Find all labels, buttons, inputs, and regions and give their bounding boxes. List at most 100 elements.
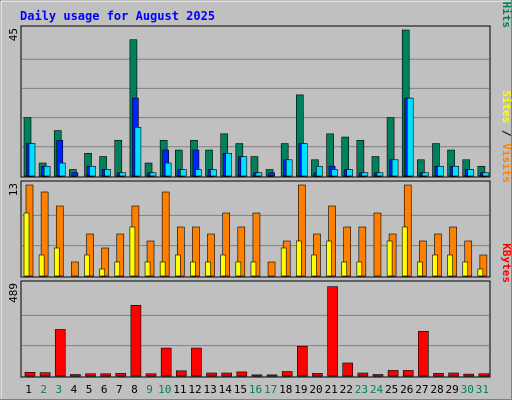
bar-kbytes-day-28	[433, 373, 444, 377]
bar-pages-day-15	[240, 156, 248, 177]
bar-kbytes-day-9	[145, 373, 157, 377]
bar-kbytes-day-29	[448, 372, 459, 377]
bar-sites-day-30	[462, 261, 469, 277]
x-tick-label: 1	[25, 383, 32, 396]
x-tick-label: 28	[430, 383, 443, 396]
axis-title-word: Visits	[500, 143, 512, 183]
bar-visits-day-11	[176, 226, 185, 277]
x-tick-label: 21	[325, 383, 338, 396]
bar-kbytes-day-16	[251, 374, 263, 377]
x-tick-label: 23	[355, 383, 368, 396]
bar-kbytes-day-7	[115, 373, 127, 377]
bar-pages-day-29	[452, 165, 459, 177]
axis-title-word: Sites	[500, 90, 512, 123]
x-tick-label: 12	[188, 383, 201, 396]
x-axis-labels: 1 2 3 4 5 6 7 8 9 10 11 12 13 14 15 16 17 18 19 20 21 22 23 24 2…	[25, 383, 489, 396]
bar-kbytes-day-4	[70, 374, 81, 377]
bar-visits-day-24	[373, 212, 382, 277]
bar-sites-day-31	[477, 268, 484, 277]
x-tick-label: 30	[461, 383, 474, 396]
bar-pages-day-5	[89, 165, 96, 177]
bar-visits-day-3	[55, 205, 64, 277]
bar-pages-day-11	[179, 169, 187, 177]
bar-kbytes-day-21	[327, 286, 338, 377]
bar-sites-day-10	[159, 261, 166, 277]
bar-kbytes-day-11	[175, 370, 187, 377]
max-label: 489	[7, 283, 20, 303]
bar-sites-day-19	[296, 240, 302, 277]
bar-kbytes-day-19	[297, 345, 308, 377]
bar-hits-day-7	[114, 140, 123, 177]
x-tick-label: 11	[173, 383, 186, 396]
bar-pages-day-8	[134, 127, 142, 177]
bar-sites-day-14	[220, 254, 226, 277]
x-tick-label: 10	[158, 383, 171, 396]
bar-kbytes-day-3	[54, 329, 66, 377]
bar-pages-day-3	[58, 162, 66, 177]
bar-kbytes-day-30	[463, 373, 475, 377]
bar-files-day-4	[71, 172, 79, 177]
bar-kbytes-day-8	[130, 304, 142, 377]
x-tick-label: 31	[476, 383, 489, 396]
bar-pages-day-13	[210, 169, 217, 177]
bar-pages-day-7	[119, 172, 127, 177]
bar-kbytes-day-23	[357, 372, 369, 377]
axis-title: Sites / Visits	[500, 90, 512, 183]
x-tick-label: 17	[264, 383, 277, 396]
bar-pages-day-18	[285, 159, 293, 177]
bar-pages-day-25	[391, 159, 399, 177]
bar-visits-day-13	[207, 233, 215, 277]
bar-visits-day-15	[237, 226, 246, 277]
bar-sites-day-3	[53, 247, 60, 277]
bar-visits-day-2	[40, 191, 49, 277]
x-tick-label: 13	[203, 383, 216, 396]
bar-visits-day-31	[479, 254, 488, 277]
bar-kbytes-day-2	[39, 372, 51, 377]
bar-visits-day-7	[116, 233, 125, 277]
bar-pages-day-24	[376, 172, 384, 177]
chart-panels: 45 Pages / Files / Hits 13 Sites / Visits 48…	[7, 0, 512, 378]
x-tick-label: 18	[279, 383, 292, 396]
bar-kbytes-day-1	[24, 371, 36, 377]
bar-sites-day-21	[326, 240, 332, 277]
x-tick-label: 7	[116, 383, 123, 396]
bar-kbytes-day-14	[221, 372, 232, 377]
bar-pages-day-19	[301, 143, 308, 177]
bar-pages-day-14	[225, 152, 232, 177]
bar-pages-day-26	[406, 97, 414, 177]
x-tick-label: 8	[131, 383, 138, 396]
bar-sites-day-9	[144, 261, 151, 277]
bar-files-day-17	[268, 172, 275, 177]
panel-frame	[20, 280, 491, 378]
bar-pages-day-12	[195, 169, 202, 177]
bar-pages-day-30	[467, 169, 475, 177]
bar-sites-day-6	[99, 268, 105, 277]
axis-title-word: KBytes	[500, 243, 512, 283]
panel-kbytes: 489 KBytes	[7, 243, 512, 378]
axis-title: KBytes	[500, 243, 512, 283]
x-tick-label: 20	[309, 383, 322, 396]
x-tick-label: 3	[56, 383, 63, 396]
bar-visits-day-22	[343, 226, 352, 277]
bar-sites-day-8	[129, 226, 136, 277]
bar-sites-day-1	[23, 212, 30, 277]
chart-title: Daily usage for August 2025	[20, 9, 215, 23]
bar-visits-day-19	[298, 184, 306, 277]
bar-kbytes-day-31	[478, 373, 490, 377]
bar-sites-day-7	[114, 261, 121, 277]
x-tick-label: 27	[415, 383, 428, 396]
bar-pages-day-22	[346, 169, 354, 177]
bar-sites-day-16	[250, 261, 257, 277]
bar-kbytes-day-18	[281, 371, 293, 377]
bar-sites-day-20	[311, 254, 317, 277]
bar-hits-day-23	[356, 140, 365, 177]
bar-pages-day-2	[43, 165, 51, 177]
bar-kbytes-day-24	[372, 374, 384, 377]
bar-sites-day-25	[386, 240, 393, 277]
bar-visits-day-27	[419, 240, 427, 277]
x-tick-label: 24	[370, 383, 384, 396]
bar-pages-day-1	[28, 143, 36, 177]
bar-kbytes-day-12	[191, 347, 202, 377]
x-tick-label: 5	[86, 383, 93, 396]
